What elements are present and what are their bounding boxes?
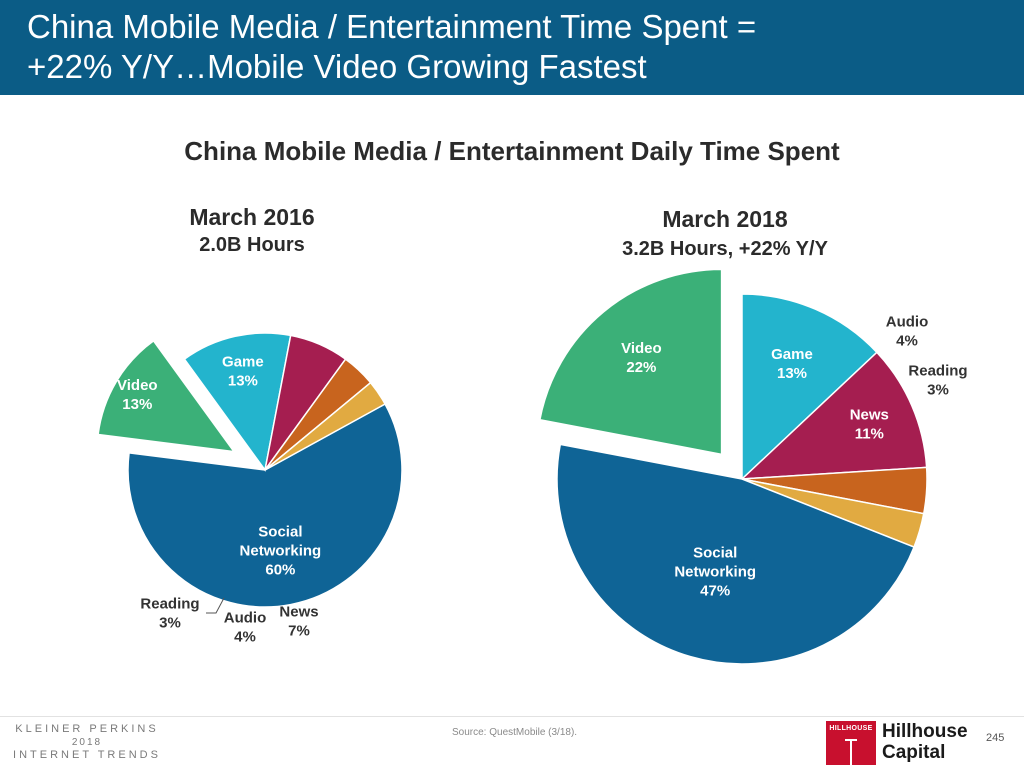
label-news: News 7%	[279, 604, 318, 640]
header-bar: China Mobile Media / Entertainment Time …	[0, 0, 1024, 95]
kp-logo: KLEINER PERKINS 2018 INTERNET TRENDS	[12, 723, 162, 762]
kp-logo-line-1: KLEINER PERKINS	[15, 723, 159, 735]
hillhouse-logo: HILLHOUSE	[826, 721, 876, 765]
slice-video	[97, 339, 236, 453]
hillhouse-name-line-2: Capital	[882, 742, 946, 763]
label-game: Game 13%	[222, 354, 264, 390]
page-number: 245	[986, 732, 1005, 744]
label-social-networking: Social Networking 60%	[240, 524, 322, 579]
right-chart-subtitle: 3.2B Hours, +22% Y/Y	[622, 238, 828, 260]
slice-news	[739, 351, 928, 480]
label-video: Video 13%	[117, 377, 158, 413]
label-audio: Audio 4%	[886, 314, 929, 350]
slide-title-line-2: +22% Y/Y…Mobile Video Growing Fastest	[27, 48, 647, 85]
label-game: Game 13%	[771, 346, 813, 382]
slice-game	[183, 332, 292, 472]
footer-divider	[0, 716, 1024, 717]
slice-social-networking	[127, 402, 403, 608]
label-news: News 11%	[850, 406, 889, 442]
pie-left	[97, 332, 403, 608]
slide-title-line-1: China Mobile Media / Entertainment Time …	[27, 8, 757, 45]
right-chart-title: March 2018	[662, 206, 788, 232]
hillhouse-name: Hillhouse Capital	[882, 721, 968, 763]
slice-game	[741, 293, 878, 481]
kp-logo-line-2: 2018	[71, 737, 103, 748]
chart-title: China Mobile Media / Entertainment Daily…	[184, 136, 840, 166]
slice-social-networking	[556, 443, 915, 665]
left-chart-title: March 2016	[189, 204, 315, 230]
left-chart-subtitle: 2.0B Hours	[199, 234, 305, 256]
hillhouse-logo-text: HILLHOUSE	[829, 725, 873, 732]
source-note: Source: QuestMobile (3/18).	[452, 727, 578, 738]
kp-logo-line-3: INTERNET TRENDS	[13, 749, 161, 761]
label-reading: Reading 3%	[908, 363, 967, 399]
slice-reading	[264, 381, 387, 471]
label-video: Video 22%	[621, 340, 662, 376]
leader-line-reading	[206, 597, 225, 614]
pie-right	[539, 268, 928, 665]
hillhouse-name-line-1: Hillhouse	[882, 721, 968, 742]
label-audio: Audio 4%	[224, 610, 267, 646]
slice-video	[539, 268, 723, 456]
label-social-networking: Social Networking 47%	[674, 544, 756, 599]
label-reading: Reading 3%	[140, 596, 199, 632]
